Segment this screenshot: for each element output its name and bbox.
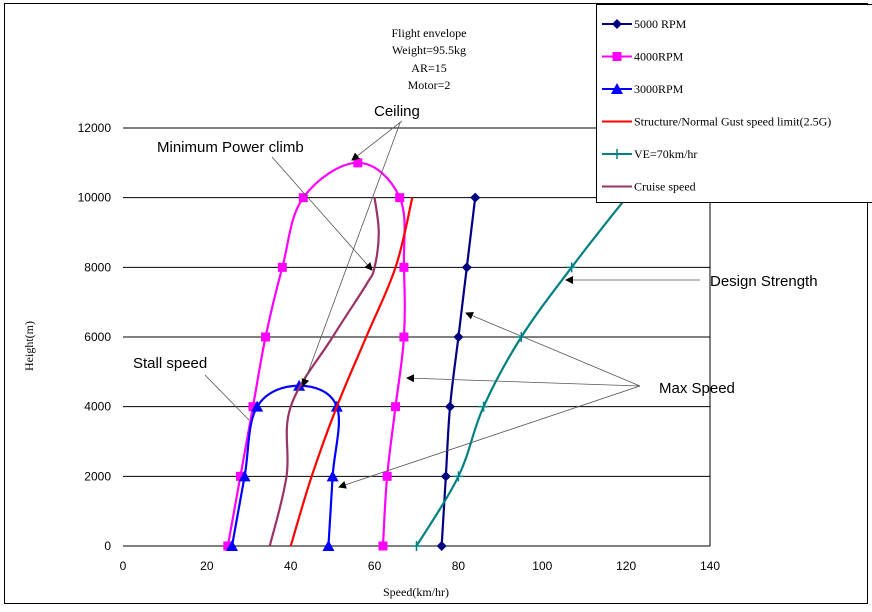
x-axis-label: Speed(km/hr) — [383, 585, 449, 599]
x-tick-20: 20 — [200, 559, 214, 573]
series-1-point-8 — [278, 263, 287, 272]
annotation-stall-speed: Stall speed — [133, 355, 207, 372]
series-1-point-6 — [353, 158, 362, 167]
y-tick-6000: 6000 — [84, 330, 111, 344]
y-tick-4000: 4000 — [84, 400, 111, 414]
x-tick-140: 140 — [700, 559, 720, 573]
series-1-point-5 — [395, 193, 404, 202]
legend-marker-1 — [613, 52, 622, 61]
x-tick-0: 0 — [120, 559, 127, 573]
x-tick-100: 100 — [532, 559, 552, 573]
series-1-point-7 — [299, 193, 308, 202]
legend-label-2: 3000RPM — [634, 82, 684, 96]
y-axis-label: Height(m) — [22, 321, 36, 371]
series-1-point-2 — [391, 402, 400, 411]
legend-label-3: Structure/Normal Gust speed limit(2.5G) — [634, 115, 831, 129]
series-1-point-1 — [383, 472, 392, 481]
series-1-point-4 — [399, 263, 408, 272]
series-1-point-3 — [399, 333, 408, 342]
y-tick-12000: 12000 — [78, 121, 112, 135]
annotation-min-power-climb: Minimum Power climb — [157, 139, 304, 156]
legend-label-4: VE=70km/hr — [634, 147, 697, 161]
title-line-1: Flight envelope — [392, 26, 467, 40]
legend-label-0: 5000 RPM — [634, 17, 687, 31]
legend-item-4: VE=70km/hr — [602, 147, 697, 161]
x-tick-80: 80 — [452, 559, 466, 573]
annotation-design-strength: Design Strength — [710, 273, 818, 290]
legend-box — [597, 5, 872, 203]
y-tick-2000: 2000 — [84, 469, 111, 483]
legend: 5000 RPM 4000RPM 3000RPM Structure/Normal G… — [597, 5, 872, 203]
y-tick-10000: 10000 — [78, 191, 112, 205]
x-tick-60: 60 — [368, 559, 382, 573]
title-line-3: AR=15 — [411, 61, 446, 75]
title-line-2: Weight=95.5kg — [392, 43, 466, 57]
legend-label-5: Cruise speed — [634, 180, 696, 194]
legend-label-1: 4000RPM — [634, 50, 684, 64]
annotation-ceiling: Ceiling — [374, 103, 420, 120]
y-tick-8000: 8000 — [84, 260, 111, 274]
series-1-point-9 — [261, 333, 270, 342]
legend-item-3: Structure/Normal Gust speed limit(2.5G) — [602, 115, 831, 129]
x-tick-40: 40 — [284, 559, 298, 573]
series-1-point-0 — [378, 542, 387, 551]
y-tick-0: 0 — [104, 539, 111, 553]
annotation-max-speed: Max Speed — [659, 380, 735, 397]
x-tick-120: 120 — [616, 559, 636, 573]
title-line-4: Motor=2 — [408, 78, 451, 92]
